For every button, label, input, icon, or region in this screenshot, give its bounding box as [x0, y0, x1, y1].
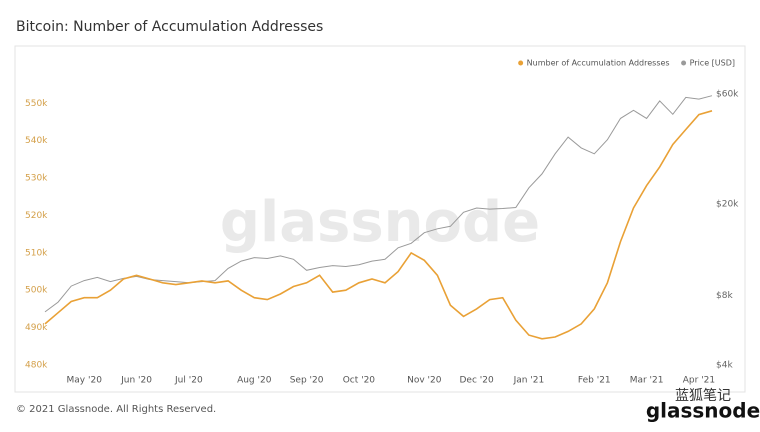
- watermark: glassnode: [220, 190, 540, 255]
- y-tick-label: 550k: [25, 99, 48, 109]
- x-tick-label: Sep '20: [290, 376, 324, 386]
- legend-label: Number of Accumulation Addresses: [527, 59, 670, 68]
- y-tick-label: 490k: [25, 323, 48, 333]
- footer: © 2021 Glassnode. All Rights Reserved.: [16, 404, 216, 415]
- x-tick-label: Oct '20: [343, 376, 376, 386]
- x-tick-label: Feb '21: [578, 376, 611, 386]
- y-tick-label: 510k: [25, 248, 48, 258]
- legend-marker: [518, 60, 524, 66]
- x-tick-label: May '20: [67, 376, 103, 386]
- y2-tick-label: $4k: [716, 361, 733, 371]
- x-tick-label: Jul '20: [174, 376, 203, 386]
- y-tick-label: 540k: [25, 136, 48, 146]
- y-tick-label: 520k: [25, 211, 48, 221]
- series-line: [44, 110, 713, 340]
- y-tick-label: 530k: [25, 174, 48, 184]
- x-tick-label: Dec '20: [459, 376, 493, 386]
- chart-frame: [14, 45, 746, 393]
- y-tick-label: 500k: [25, 286, 48, 296]
- logo: glassnode: [646, 399, 760, 423]
- logo-caption: 蓝狐笔记: [675, 388, 731, 404]
- y2-tick-label: $60k: [716, 90, 739, 100]
- chart-title: Bitcoin: Number of Accumulation Addresse…: [16, 19, 323, 35]
- y2-tick-label: $20k: [716, 199, 739, 209]
- legend-label: Price [USD]: [690, 59, 735, 68]
- y2-tick-label: $8k: [716, 291, 733, 301]
- legend-marker: [681, 60, 687, 66]
- x-tick-label: Jun '20: [120, 376, 152, 386]
- series-line: [44, 95, 713, 313]
- x-tick-label: Apr '21: [683, 376, 715, 386]
- x-tick-label: Jan '21: [513, 376, 545, 386]
- x-tick-label: Mar '21: [630, 376, 664, 386]
- x-tick-label: Nov '20: [407, 376, 442, 386]
- y-tick-label: 480k: [25, 361, 48, 371]
- x-tick-label: Aug '20: [237, 376, 272, 386]
